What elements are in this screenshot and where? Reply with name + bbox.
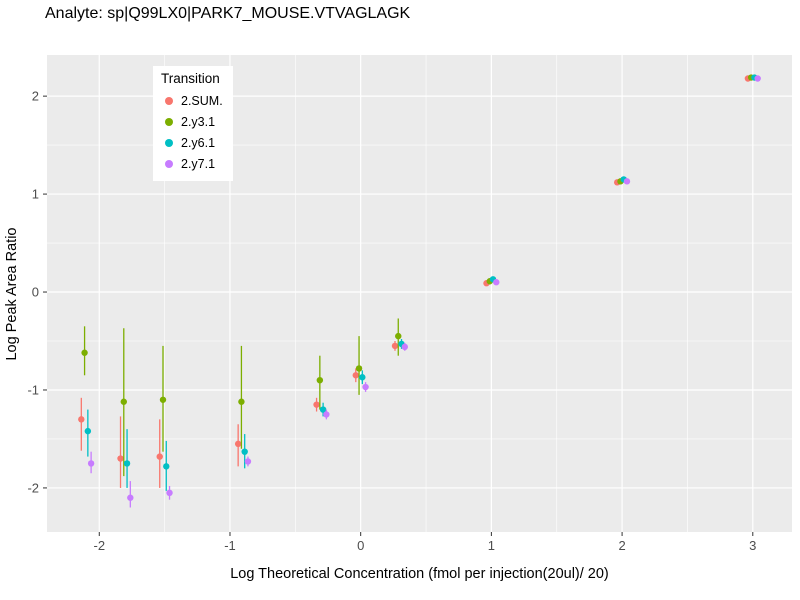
legend-item: 2.y6.1 — [161, 132, 223, 153]
data-point — [84, 427, 92, 435]
legend-label: 2.SUM. — [181, 93, 223, 108]
data-point — [234, 440, 242, 448]
data-point — [120, 398, 127, 405]
legend-label: 2.y3.1 — [181, 114, 216, 129]
data-point — [156, 453, 163, 460]
data-point — [352, 372, 359, 379]
data-point — [319, 406, 327, 413]
data-point — [493, 279, 500, 286]
legend: Transition 2.SUM. 2.y3.1 2.y6.1 2.y7.1 — [153, 66, 233, 181]
legend-key-point — [165, 159, 173, 168]
y-tick-label: 1 — [32, 187, 39, 202]
data-point — [313, 401, 320, 408]
x-tick-label: 2 — [618, 538, 625, 553]
x-axis-label: Log Theoretical Concentration (fmol per … — [230, 566, 609, 582]
data-point — [244, 458, 252, 465]
data-point — [754, 75, 761, 82]
legend-item: 2.y3.1 — [161, 111, 223, 132]
data-point — [117, 455, 124, 462]
data-point — [362, 383, 369, 391]
y-tick-label: -1 — [27, 382, 39, 397]
legend-item: 2.y7.1 — [161, 153, 223, 174]
data-point — [241, 448, 248, 455]
legend-title: Transition — [161, 71, 220, 86]
x-tick-label: 1 — [488, 538, 495, 553]
data-point — [87, 460, 95, 467]
data-point — [78, 416, 85, 423]
data-point — [623, 178, 631, 185]
data-point — [159, 396, 167, 403]
data-point — [316, 376, 324, 384]
data-point — [359, 374, 366, 381]
legend-label: 2.y6.1 — [181, 135, 216, 150]
chart-title: Analyte: sp|Q99LX0|PARK7_MOUSE.VTVAGLAGK — [45, 5, 411, 22]
x-tick-label: 0 — [357, 538, 364, 553]
data-point — [166, 489, 173, 497]
legend-label: 2.y7.1 — [181, 156, 216, 171]
y-tick-label: 0 — [32, 285, 39, 300]
data-point — [163, 463, 170, 470]
data-point — [391, 342, 399, 350]
y-axis-label: Log Peak Area Ratio — [4, 227, 20, 361]
data-point — [127, 494, 134, 501]
y-tick-label: 2 — [32, 89, 39, 104]
legend-item: 2.SUM. — [161, 90, 223, 111]
x-tick-label: -1 — [224, 538, 236, 553]
x-tick-label: 3 — [749, 538, 756, 553]
data-point — [323, 411, 330, 418]
y-tick-label: -2 — [27, 480, 39, 495]
data-point — [355, 365, 363, 372]
legend-key-point — [165, 117, 173, 126]
x-tick-label: -2 — [93, 538, 105, 553]
data-point — [401, 343, 408, 351]
data-point — [238, 398, 245, 405]
data-point — [81, 349, 88, 356]
legend-items: 2.SUM. 2.y3.1 2.y6.1 2.y7.1 — [161, 90, 223, 174]
data-point — [395, 332, 402, 340]
legend-key-point — [165, 138, 173, 147]
legend-key-point — [165, 96, 173, 105]
data-point — [123, 460, 131, 467]
